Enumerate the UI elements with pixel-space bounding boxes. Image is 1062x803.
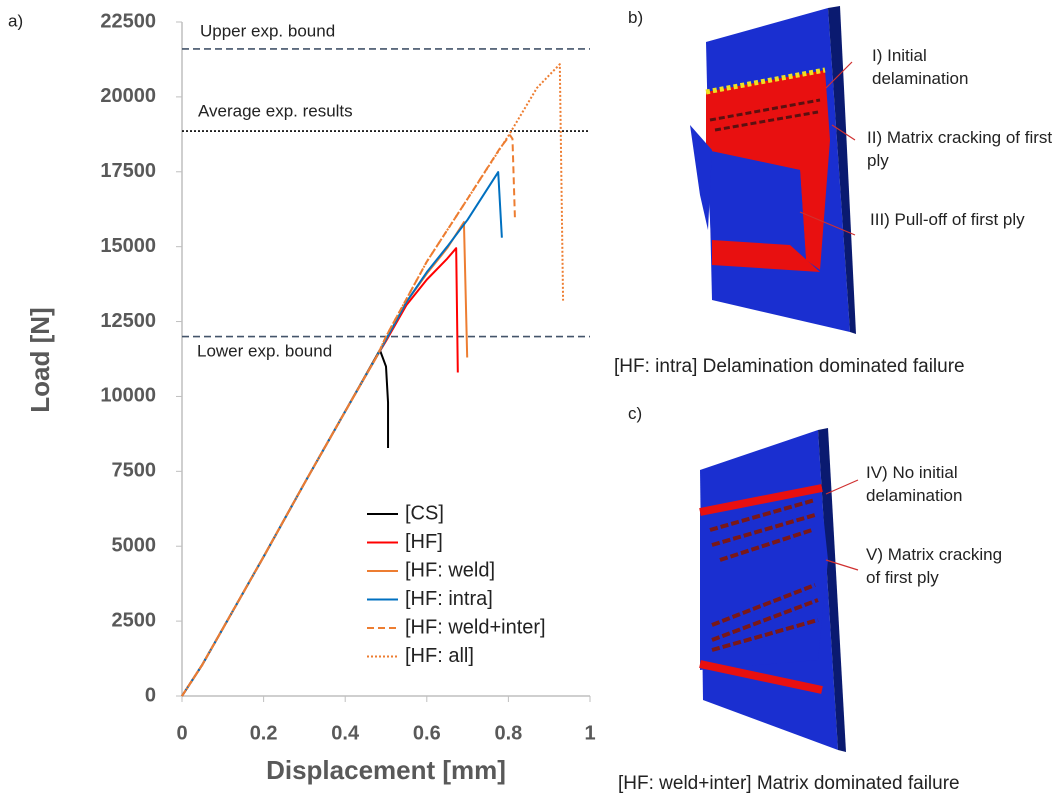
legend-label: [HF: all]: [405, 645, 474, 667]
reference-label: Lower exp. bound: [197, 341, 332, 360]
fe-model-c: [700, 428, 846, 752]
y-tick-label: 20000: [100, 85, 156, 107]
reference-label: Upper exp. bound: [200, 21, 335, 40]
legend-label: [HF: weld+inter]: [405, 616, 546, 638]
y-tick-label: 0: [145, 684, 156, 706]
annotation: II) Matrix cracking of first ply: [867, 126, 1062, 172]
x-tick-label: 1: [584, 722, 595, 744]
annotation: IV) No initial delamination: [866, 461, 1006, 507]
caption: [HF: weld+inter] Matrix dominated failur…: [618, 773, 960, 795]
panel-label: c): [628, 404, 642, 424]
chart: a) Displacement [mm] Load [N] 0 2500 5000 7…: [0, 0, 1062, 803]
legend-label: [HF: weld]: [405, 559, 495, 581]
x-tick-label: 0.4: [331, 722, 360, 744]
y-tick-label: 15000: [100, 235, 156, 257]
annotation: I) Initial delamination: [872, 44, 1022, 90]
y-tick-label: 7500: [112, 460, 157, 482]
page: a) Displacement [mm] Load [N] 0 2500 5000 7…: [0, 0, 1062, 803]
annotation: V) Matrix cracking of first ply: [866, 543, 1016, 589]
legend-label: [HF]: [405, 531, 443, 553]
x-axis-label: Displacement [mm]: [266, 755, 506, 785]
legend-label: [HF: intra]: [405, 588, 493, 610]
panel-label: b): [628, 8, 643, 28]
fe-model-b: [690, 6, 856, 334]
panel-label: a): [8, 11, 23, 30]
y-tick-label: 2500: [112, 609, 157, 631]
y-tick-label: 5000: [112, 535, 157, 557]
y-axis-label: Load [N]: [25, 307, 55, 412]
y-tick-label: 17500: [100, 160, 156, 182]
y-tick-label: 10000: [100, 385, 156, 407]
annotation: III) Pull-off of first ply: [870, 208, 1045, 231]
x-tick-label: 0: [176, 722, 187, 744]
reference-label: Average exp. results: [198, 101, 353, 120]
x-tick-label: 0.8: [494, 722, 522, 744]
x-tick-label: 0.6: [413, 722, 441, 744]
x-tick-label: 0.2: [250, 722, 278, 744]
legend-label: [CS]: [405, 502, 444, 524]
y-tick-label: 12500: [100, 310, 156, 332]
y-tick-label: 22500: [100, 10, 156, 32]
caption: [HF: intra] Delamination dominated failu…: [614, 356, 965, 378]
